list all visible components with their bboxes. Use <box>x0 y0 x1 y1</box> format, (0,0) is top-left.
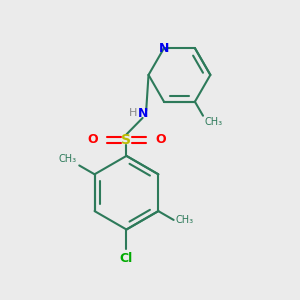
Text: N: N <box>137 107 148 120</box>
Text: O: O <box>155 133 166 146</box>
Text: CH₃: CH₃ <box>176 215 194 225</box>
Text: CH₃: CH₃ <box>59 154 77 164</box>
Text: CH₃: CH₃ <box>205 117 223 127</box>
Text: O: O <box>87 133 98 146</box>
Text: H: H <box>129 108 137 118</box>
Text: S: S <box>122 133 131 147</box>
Text: N: N <box>159 42 169 55</box>
Text: Cl: Cl <box>120 252 133 265</box>
